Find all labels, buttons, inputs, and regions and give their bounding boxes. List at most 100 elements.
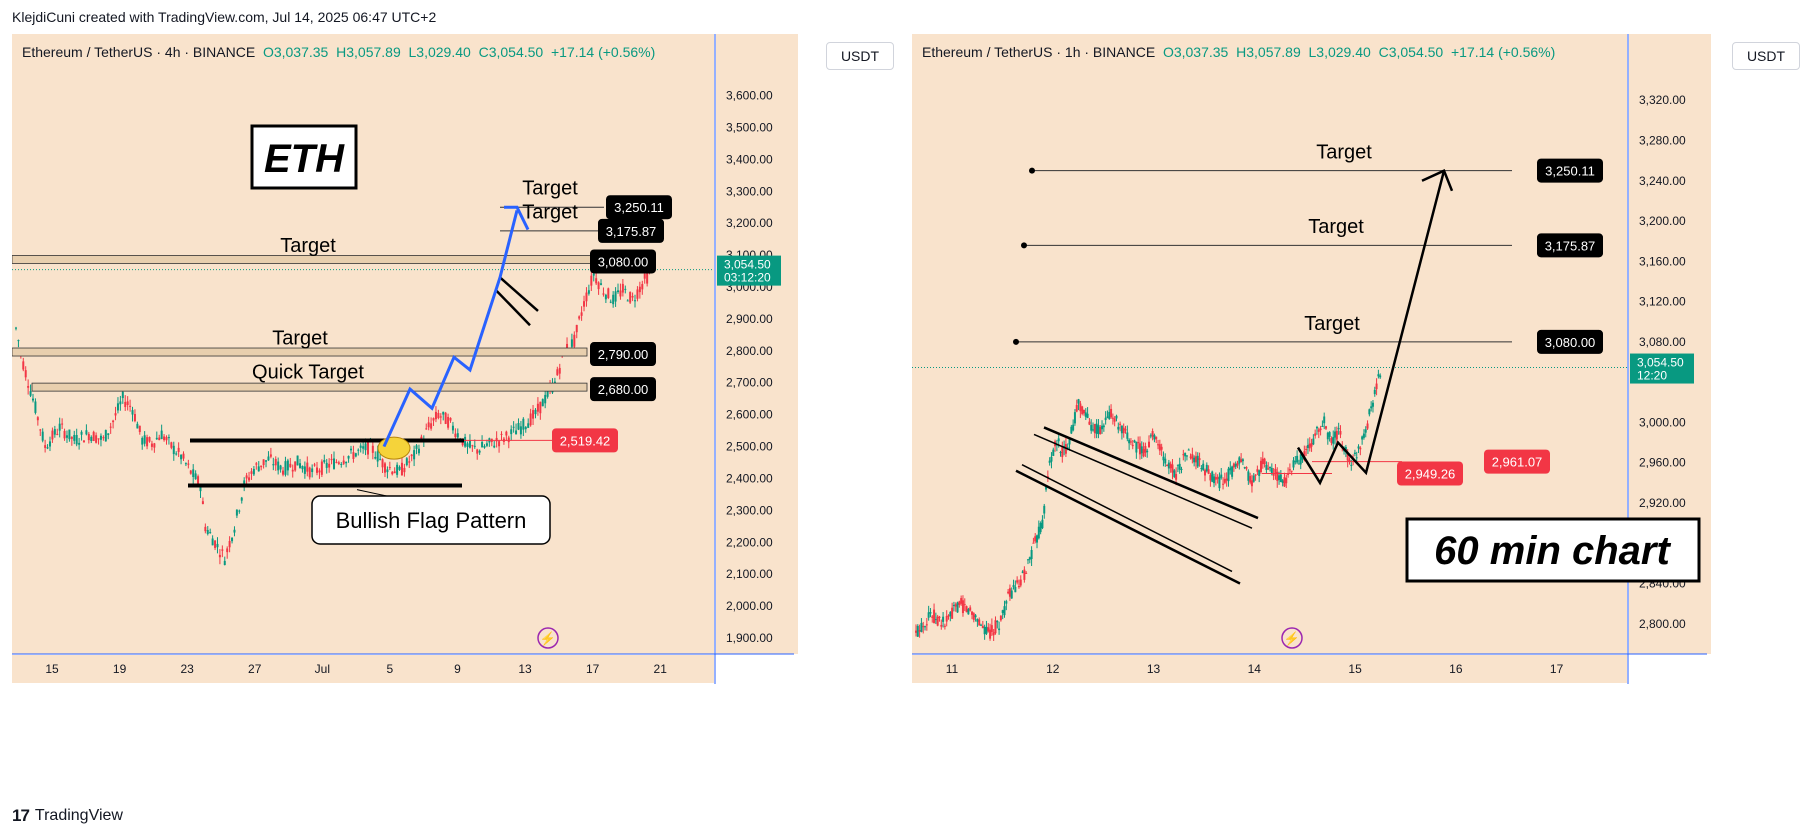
candle-body: [51, 430, 54, 440]
candle-body: [1082, 410, 1085, 414]
candle-body: [1196, 455, 1199, 467]
candle-body: [1158, 444, 1161, 451]
symbol-header-1h: Ethereum / TetherUS · 1h · BINANCE O3,03…: [922, 44, 1555, 60]
candle-body: [192, 469, 195, 478]
candle-body: [214, 540, 217, 548]
candle-body: [1332, 436, 1335, 444]
y-tick-label: 2,900.00: [726, 312, 773, 326]
y-tick-label: 3,240.00: [1639, 174, 1686, 188]
last-price-tag: [1630, 353, 1694, 384]
last-price-value: 3,054.50: [1637, 356, 1684, 370]
y-tick-label: 2,100.00: [726, 567, 773, 581]
candle-body: [163, 436, 166, 441]
candle-body: [573, 334, 576, 347]
candle-body: [1138, 443, 1141, 455]
candle-body: [204, 526, 207, 532]
candle-body: [951, 607, 954, 619]
candle-body: [643, 273, 646, 279]
candle-body: [546, 389, 549, 397]
chart-panel-4h[interactable]: 3,600.00 3,500.00 3,400.00 3,300.00 3,200.00…: [12, 34, 898, 794]
candle-body: [1052, 449, 1055, 456]
candle-body: [1335, 430, 1338, 440]
candle-body: [1283, 477, 1286, 487]
projection-path: [1296, 170, 1446, 486]
target-label: Target: [272, 327, 328, 349]
x-tick-label: 27: [248, 662, 262, 676]
candle-body: [1305, 449, 1308, 451]
candle-body: [1346, 453, 1349, 461]
price-label-bg: [1484, 449, 1550, 474]
candle-body: [417, 448, 420, 454]
candle-body: [388, 467, 391, 469]
candle-body: [1129, 441, 1132, 443]
candle-body: [366, 440, 369, 455]
candle-body: [1203, 470, 1206, 476]
y-tick-label: 3,200.00: [1639, 214, 1686, 228]
candle-body: [291, 469, 294, 472]
candle-body: [379, 458, 382, 460]
candle-body: [189, 470, 192, 474]
candle-body: [126, 401, 129, 406]
x-tick-label: 11: [946, 662, 959, 676]
candle-body: [925, 624, 928, 626]
price-label-bg: [598, 218, 664, 243]
candle-body: [209, 532, 212, 534]
candle-body: [396, 464, 399, 475]
candle-body: [1041, 519, 1044, 529]
candle-body: [432, 418, 435, 421]
last-price-countdown: 03:12:20: [724, 271, 771, 285]
candle-body: [240, 497, 243, 501]
candle-body: [1353, 452, 1356, 455]
candle-body: [400, 462, 403, 476]
candle-body: [1005, 601, 1008, 604]
candle-body: [415, 445, 418, 449]
target-zone: [12, 347, 588, 357]
candle-body: [267, 456, 270, 461]
candle-body: [403, 467, 406, 473]
candle-body: [938, 616, 941, 619]
candle-body: [1323, 416, 1326, 424]
candle-body: [1175, 473, 1178, 480]
candle-body: [985, 626, 988, 634]
candle-body: [27, 386, 30, 388]
brand[interactable]: 17 TradingView: [12, 806, 123, 826]
candle-body: [1019, 579, 1022, 586]
candle-body: [595, 278, 598, 284]
candle-body: [136, 423, 139, 429]
candle-body: [983, 626, 986, 635]
candle-body: [437, 412, 440, 419]
ohlc-change: +17.14 (+0.56%): [1450, 44, 1556, 60]
candle-body: [641, 284, 644, 290]
title-label: ETH: [264, 137, 345, 181]
candle-body: [1249, 476, 1252, 483]
candle-body: [1334, 431, 1337, 438]
price-label: 2,961.07: [1492, 455, 1543, 470]
candle-body: [381, 459, 384, 468]
y-tick-label: 2,600.00: [726, 408, 773, 422]
candle-body: [1344, 447, 1347, 451]
candle-body: [284, 461, 287, 475]
chart-svg-4h[interactable]: 3,600.00 3,500.00 3,400.00 3,300.00 3,200.00…: [12, 34, 898, 794]
candle-body: [1171, 464, 1174, 473]
chart-svg-1h[interactable]: 3,320.00 3,280.00 3,240.00 3,200.00 3,160.00…: [912, 34, 1805, 794]
candle-body: [1216, 477, 1219, 479]
price-label: 3,250.11: [614, 200, 664, 215]
chart-panel-1h[interactable]: 3,320.00 3,280.00 3,240.00 3,200.00 3,160.00…: [912, 34, 1805, 794]
candle-body: [1218, 476, 1221, 489]
candle-body: [915, 630, 917, 633]
candle-body: [624, 288, 627, 290]
price-label-bg: [590, 342, 656, 367]
candle-body: [1157, 444, 1160, 446]
y-tick-label: 3,600.00: [726, 89, 773, 103]
y-tick-label: 2,700.00: [726, 376, 773, 390]
candle-body: [1003, 606, 1006, 616]
candle-body: [485, 443, 488, 446]
currency-button[interactable]: USDT: [826, 42, 894, 70]
candle-body: [638, 286, 641, 293]
currency-button[interactable]: USDT: [1732, 42, 1800, 70]
candle-body: [41, 431, 44, 441]
y-tick-label: 2,800.00: [726, 344, 773, 358]
candle-body: [17, 340, 20, 342]
candle-body: [1012, 585, 1015, 587]
y-tick-label: 3,280.00: [1639, 133, 1686, 147]
